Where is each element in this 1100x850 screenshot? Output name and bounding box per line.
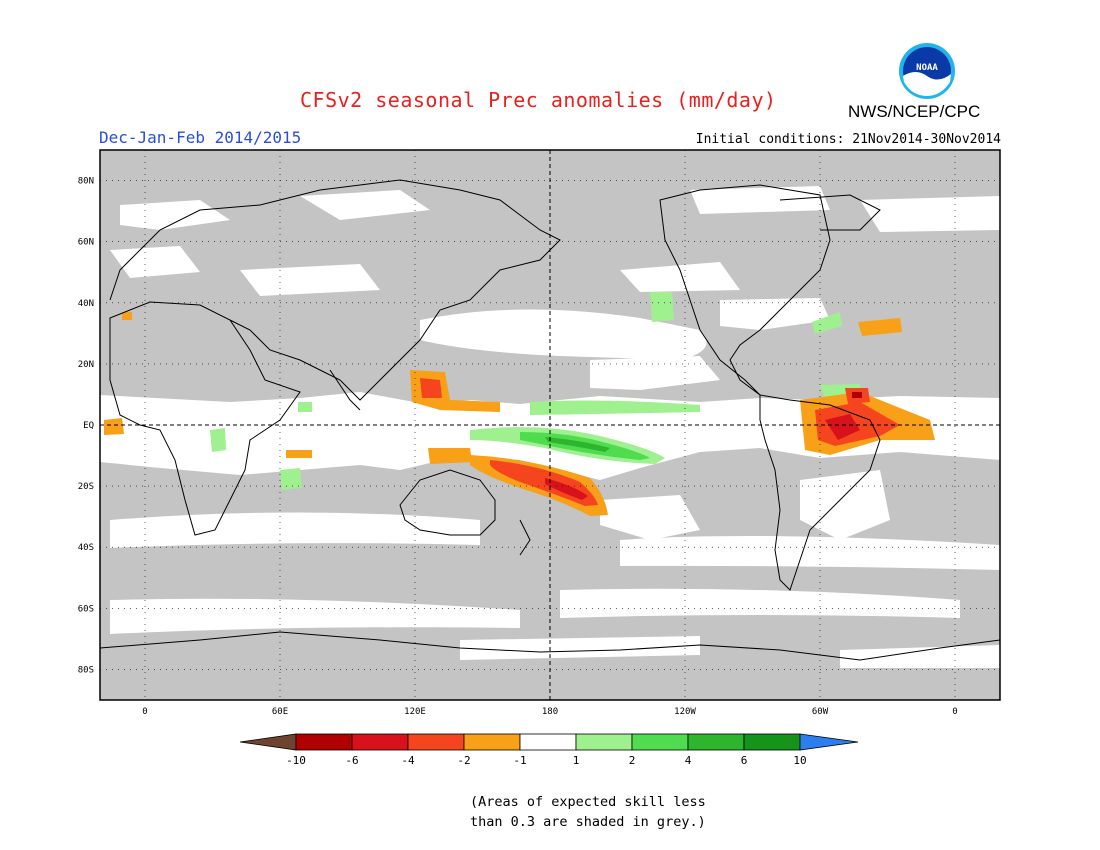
- longitude-label: 60E: [272, 707, 288, 717]
- latitude-label: 80N: [78, 177, 94, 187]
- latitude-label: 60S: [78, 604, 94, 614]
- skill-note-line2: than 0.3 are shaded in grey.): [470, 814, 706, 830]
- noaa-logo-text: NOAA: [916, 63, 938, 73]
- legend-tick-labels: -10 -6 -4 -2 -1 1 2 4 6 10: [286, 754, 807, 767]
- skill-note: (Areas of expected skill less than 0.3 a…: [470, 792, 740, 832]
- legend-box: [351, 733, 409, 751]
- legend-tick-label: 10: [793, 754, 806, 767]
- legend-box: [239, 733, 297, 751]
- legend-box: [743, 733, 801, 751]
- chart-title: CFSv2 seasonal Prec anomalies (mm/day): [300, 88, 777, 112]
- legend-tick-label: -2: [457, 754, 470, 767]
- legend-tick-label: -1: [513, 754, 526, 767]
- legend-box: [295, 733, 353, 751]
- legend-tick-label: -4: [401, 754, 415, 767]
- legend-box: [799, 733, 859, 751]
- season-label: Dec-Jan-Feb 2014/2015: [99, 128, 302, 147]
- longitude-label: 120E: [404, 707, 426, 717]
- longitude-label: 0: [952, 707, 957, 717]
- legend-box: [463, 733, 521, 751]
- latitude-labels: 80N 60N 40N 20N EQ 20S 40S 60S 80S: [78, 177, 94, 676]
- latitude-label: 80S: [78, 665, 94, 675]
- legend-box: [687, 733, 745, 751]
- legend-tick-label: 1: [573, 754, 580, 767]
- longitude-labels: 0 60E 120E 180 120W 60W 0: [142, 707, 957, 717]
- longitude-label: 120W: [674, 707, 696, 717]
- legend-box: [519, 733, 577, 751]
- negative-anomalies: [104, 312, 935, 516]
- legend-tick-label: 4: [685, 754, 692, 767]
- legend-tick-label: -10: [286, 754, 306, 767]
- legend-box: [631, 733, 689, 751]
- skill-note-line1: (Areas of expected skill less: [470, 794, 706, 810]
- agency-label: NWS/NCEP/CPC: [848, 102, 981, 121]
- legend-box: [407, 733, 465, 751]
- legend-tick-label: 2: [629, 754, 636, 767]
- coastlines: [100, 179, 1000, 661]
- legend-tick-label: 6: [741, 754, 748, 767]
- anomaly-map: 80N 60N 40N 20N EQ 20S 40S 60S 80S 0 60E 120E 180 12…: [78, 149, 1001, 717]
- noaa-logo: NOAA: [899, 43, 955, 99]
- legend-tick-label: -6: [345, 754, 358, 767]
- latitude-label: 40N: [78, 299, 94, 309]
- legend-color-boxes: [239, 733, 859, 751]
- latitude-label: 60N: [78, 238, 94, 248]
- latitude-label: 20N: [78, 360, 94, 370]
- latitude-label: EQ: [83, 421, 94, 431]
- graticule: [100, 150, 1000, 700]
- latitude-label: 20S: [78, 482, 94, 492]
- longitude-label: 0: [142, 707, 147, 717]
- initial-conditions-label: Initial conditions: 21Nov2014-30Nov2014: [695, 132, 1001, 147]
- positive-anomalies: [210, 292, 862, 490]
- longitude-label: 180: [542, 707, 558, 717]
- map-frame: [99, 149, 1001, 701]
- color-legend: -10 -6 -4 -2 -1 1 2 4 6 10: [239, 733, 859, 767]
- legend-box: [575, 733, 633, 751]
- latitude-label: 40S: [78, 543, 94, 553]
- longitude-label: 60W: [812, 707, 829, 717]
